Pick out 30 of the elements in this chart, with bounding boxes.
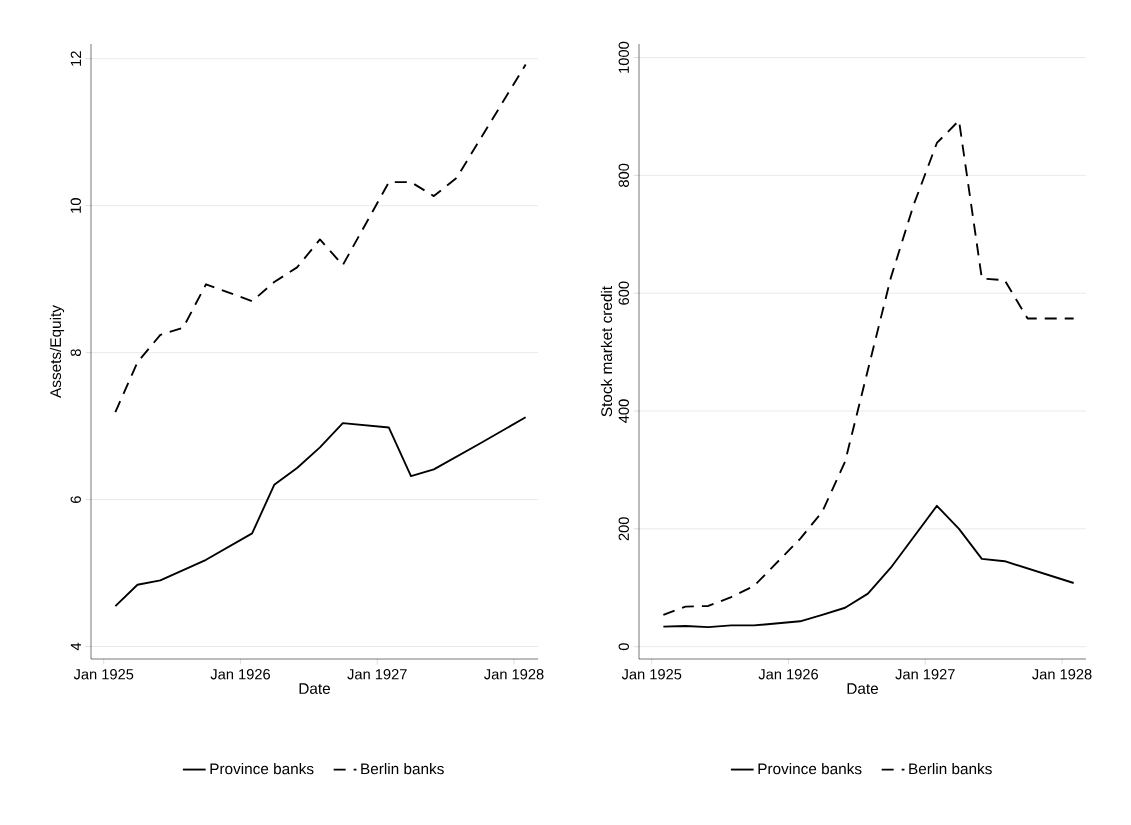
y-axis-title: Assets/Equity xyxy=(49,305,65,398)
y-tick-label: 12 xyxy=(70,51,81,66)
x-tick-label: Jan 1925 xyxy=(73,669,134,680)
x-tick-label: Jan 1925 xyxy=(621,669,682,680)
y-tick-label: 800 xyxy=(618,163,629,187)
y-tick-label: 400 xyxy=(618,399,629,423)
x-tick-label: Jan 1927 xyxy=(895,669,955,680)
y-tick-label: 8 xyxy=(70,349,81,357)
legend-label: Berlin banks xyxy=(361,763,444,775)
y-tick-label: 0 xyxy=(618,643,629,651)
legend-label: Berlin banks xyxy=(909,763,992,775)
y-tick-label: 6 xyxy=(70,496,81,503)
line-series xyxy=(662,504,1075,629)
x-axis-title: Date xyxy=(299,683,331,694)
line-series xyxy=(114,63,527,414)
y-tick-label: 200 xyxy=(618,517,629,541)
y-tick-label: 10 xyxy=(70,198,81,213)
x-axis-title: Date xyxy=(847,683,879,694)
legend-label: Province banks xyxy=(210,763,314,775)
x-tick-label: Jan 1928 xyxy=(484,669,544,680)
x-tick-label: Jan 1928 xyxy=(1032,669,1092,680)
y-axis-title: Stock market credit xyxy=(600,286,613,417)
x-tick-label: Jan 1926 xyxy=(210,669,270,680)
legend-label: Province banks xyxy=(758,763,862,775)
y-tick-label: 1000 xyxy=(618,41,629,73)
line-series xyxy=(114,416,527,608)
y-tick-label: 4 xyxy=(70,642,81,651)
x-tick-label: Jan 1926 xyxy=(758,669,819,680)
y-tick-label: 600 xyxy=(618,281,629,305)
x-tick-label: Jan 1927 xyxy=(347,669,407,680)
